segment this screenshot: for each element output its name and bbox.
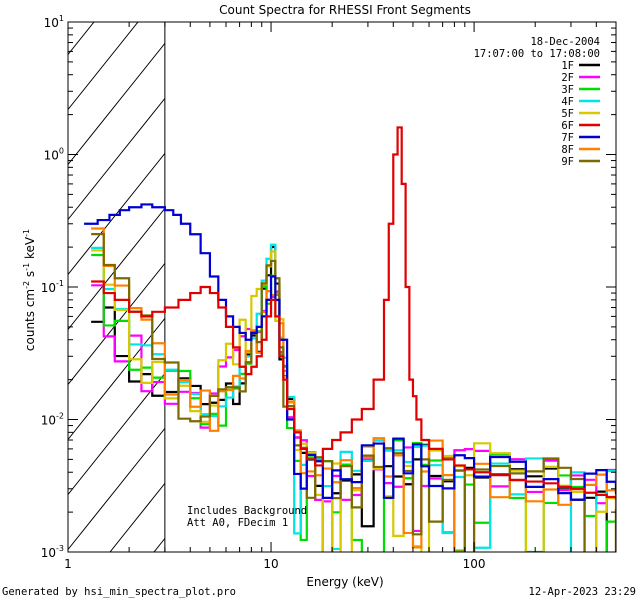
legend-label-4F: 4F [561, 96, 574, 108]
series-line-5F [91, 249, 616, 552]
annotation-background: Includes Background [187, 505, 307, 517]
chart-title: Count Spectra for RHESSI Front Segments [219, 3, 471, 17]
legend-label-1F: 1F [561, 60, 574, 72]
legend-label-2F: 2F [561, 72, 574, 84]
y-tick-label: 100 [44, 147, 64, 163]
series-line-1F [91, 245, 608, 552]
x-tick-label: 1 [64, 557, 72, 571]
series-line-2F [91, 284, 616, 534]
annotation-attenuator: Att A0, FDecim 1 [187, 517, 288, 529]
y-axis-label: counts cm-2 s-1 keV-1 [22, 229, 37, 351]
legend-label-6F: 6F [561, 120, 574, 132]
legend-label-9F: 9F [561, 156, 574, 168]
series-line-6F [91, 126, 616, 500]
y-tick-label: 10-2 [41, 412, 64, 428]
y-tick-label: 10-1 [41, 279, 64, 295]
legend-label-3F: 3F [561, 84, 574, 96]
date-label: 18-Dec-2004 [530, 36, 600, 48]
plot-axes: 1 10 100 10-3 10-2 10-1 100 101 [41, 14, 617, 571]
x-tick-label: 10 [263, 557, 278, 571]
x-tick-label: 100 [463, 557, 486, 571]
background-hatch-region [68, 22, 166, 552]
y-tick-label: 10-3 [41, 544, 64, 560]
y-tick-label: 101 [44, 14, 64, 30]
series-traces [84, 126, 616, 552]
legend-label-7F: 7F [561, 132, 574, 144]
footer-timestamp: 12-Apr-2023 23:29 [529, 586, 636, 598]
series-line-7F [84, 203, 616, 501]
series-line-3F [91, 253, 616, 552]
time-range-label: 17:07:00 to 17:08:00 [474, 48, 600, 60]
legend-label-8F: 8F [561, 144, 574, 156]
x-axis-label: Energy (keV) [306, 575, 383, 589]
hatch-lines [68, 22, 165, 552]
plot-frame [67, 21, 617, 553]
footer-generator: Generated by hsi_min_spectra_plot.pro [2, 586, 236, 598]
legend-label-5F: 5F [561, 108, 574, 120]
